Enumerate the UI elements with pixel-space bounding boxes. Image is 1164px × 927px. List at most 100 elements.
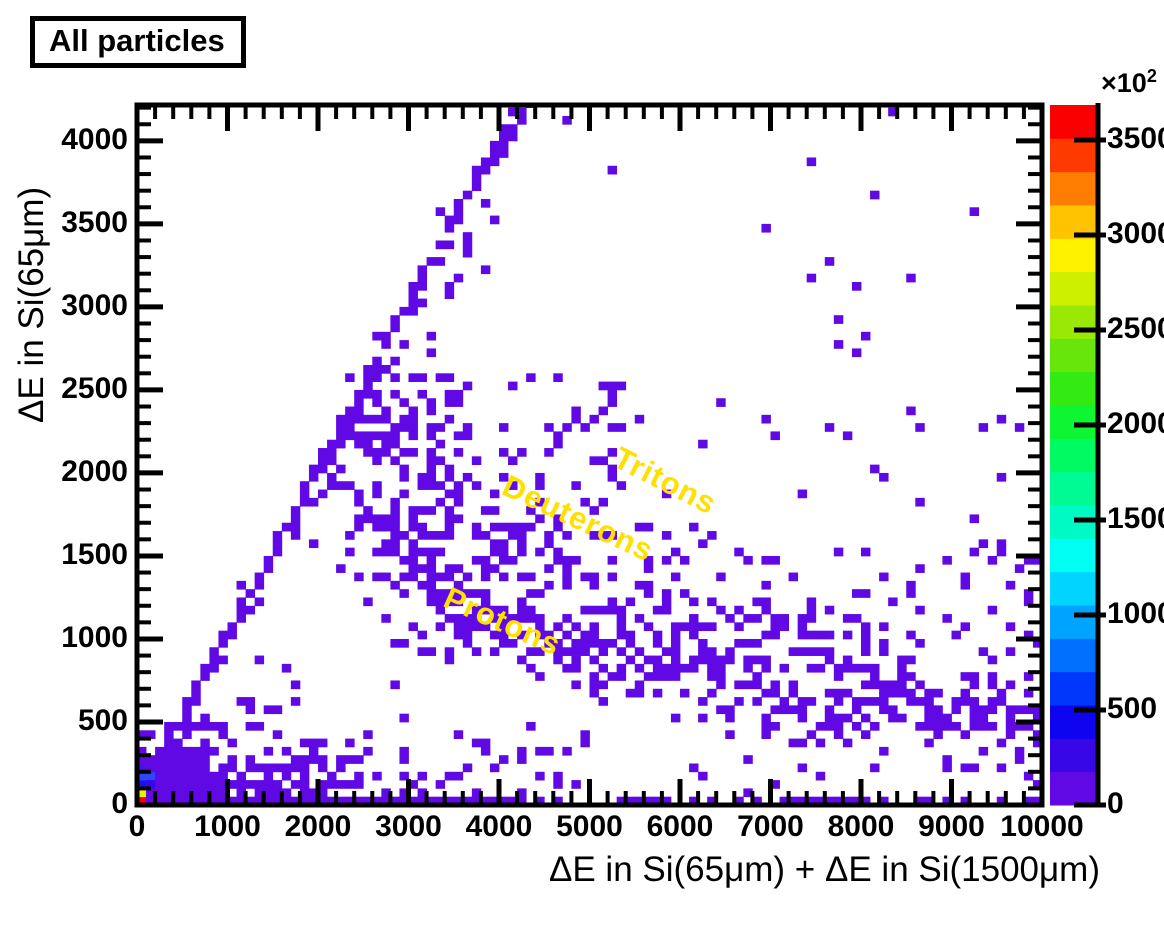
histogram-cell (290, 780, 301, 789)
histogram-cell (526, 605, 536, 615)
histogram-cell (137, 746, 147, 756)
histogram-cell (191, 755, 201, 764)
histogram-cell (508, 381, 518, 391)
histogram-cell (480, 597, 491, 607)
histogram-cell (426, 348, 437, 358)
histogram-cell (191, 746, 201, 756)
histogram-cell (426, 647, 437, 656)
histogram-cell (589, 688, 599, 698)
histogram-cell (562, 555, 572, 565)
histogram-cell (879, 647, 889, 656)
histogram-cell (480, 564, 491, 573)
histogram-cell (381, 365, 391, 374)
histogram-cell (1023, 597, 1034, 607)
histogram-cell (155, 771, 165, 781)
histogram-cell (553, 547, 563, 557)
histogram-cell (191, 680, 201, 690)
histogram-cell (897, 688, 907, 698)
histogram-cell (444, 771, 455, 781)
histogram-cell (236, 580, 246, 590)
histogram-cell (1014, 746, 1025, 756)
histogram-cell (381, 431, 391, 441)
colorbar-segment (1050, 471, 1096, 506)
histogram-cell (752, 680, 762, 690)
histogram-cell (444, 215, 455, 225)
histogram-cell (797, 697, 808, 706)
histogram-cell (508, 638, 518, 648)
histogram-cell (978, 705, 989, 715)
histogram-cell (390, 431, 400, 441)
histogram-cell (996, 688, 1007, 698)
histogram-cell (299, 771, 310, 781)
histogram-cell (670, 713, 681, 723)
histogram-cell (354, 572, 364, 582)
histogram-cell (553, 622, 563, 632)
histogram-cell (797, 622, 808, 632)
colorbar-segment (1050, 305, 1096, 339)
histogram-cell (1023, 771, 1034, 781)
histogram-cell (526, 663, 536, 673)
histogram-cell (218, 638, 228, 648)
histogram-cell (833, 315, 844, 324)
histogram-cell (779, 663, 789, 673)
histogram-cell (336, 564, 346, 573)
histogram-cell (571, 414, 581, 424)
histogram-cell (580, 605, 590, 615)
histogram-cell (770, 630, 780, 640)
histogram-cell (969, 697, 980, 706)
histogram-cell (680, 589, 690, 598)
histogram-cell (209, 663, 219, 673)
histogram-cell (634, 688, 645, 698)
histogram-cell (408, 406, 418, 416)
histogram-cell (408, 796, 418, 805)
histogram-cell (363, 439, 373, 449)
histogram-cell (978, 539, 989, 549)
histogram-cell (191, 688, 201, 698)
histogram-cell (426, 555, 437, 565)
histogram-cell (354, 431, 364, 441)
histogram-cell (861, 638, 871, 648)
histogram-cell (155, 763, 165, 773)
histogram-cell (770, 555, 780, 565)
histogram-cell (616, 672, 627, 681)
histogram-cell (408, 414, 418, 424)
histogram-cell (462, 381, 473, 391)
histogram-cell (879, 622, 889, 632)
histogram-cell (444, 290, 455, 299)
histogram-cell (164, 738, 174, 748)
histogram-cell (598, 663, 608, 673)
histogram-cell (444, 572, 455, 582)
histogram-cell (861, 622, 871, 632)
histogram-cell (480, 157, 491, 167)
histogram-cell (200, 763, 210, 773)
histogram-cell (499, 423, 509, 432)
histogram-cell (788, 688, 799, 698)
histogram-cell (453, 564, 464, 573)
histogram-cell (598, 497, 608, 507)
histogram-cell (408, 522, 418, 532)
histogram-cell (996, 414, 1007, 424)
histogram-cell (245, 721, 256, 731)
histogram-cell (164, 780, 174, 789)
histogram-cell (390, 389, 400, 399)
histogram-cell (607, 555, 618, 565)
histogram-cell (915, 564, 925, 573)
histogram-cell (842, 796, 853, 805)
histogram-cell (489, 630, 500, 640)
histogram-cell (743, 655, 753, 665)
histogram-cell (363, 796, 373, 805)
histogram-cell (327, 439, 337, 449)
histogram-cell (435, 439, 446, 449)
histogram-cell (752, 796, 762, 805)
histogram-cell (689, 614, 699, 623)
histogram-cell (806, 605, 817, 615)
histogram-cell (716, 680, 726, 690)
histogram-cell (499, 124, 509, 133)
histogram-cell (390, 539, 400, 549)
histogram-cell (1023, 672, 1034, 681)
histogram-cell (471, 788, 482, 798)
y-tick-label: 1000 (61, 620, 128, 654)
histogram-cell (290, 514, 301, 524)
histogram-cell (716, 572, 726, 582)
